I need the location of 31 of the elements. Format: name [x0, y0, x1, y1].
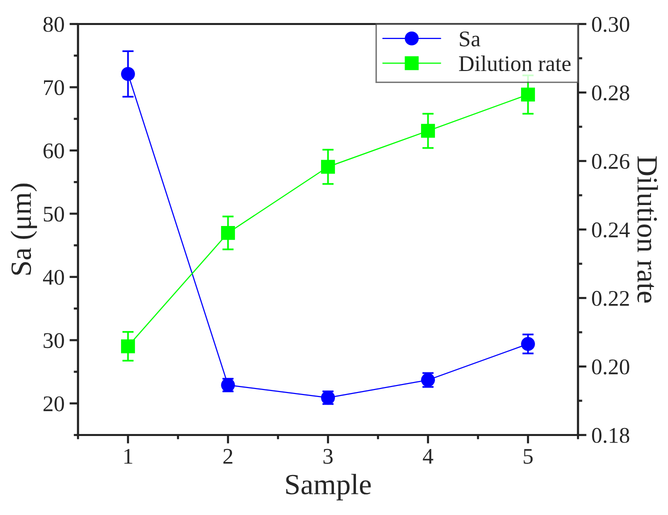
y2-tick-label: 0.30 [592, 16, 630, 32]
point [321, 160, 335, 174]
y-tick-label: 60 [44, 143, 64, 158]
x-tick-label: 3 [324, 448, 333, 464]
x-axis-title: Sample [286, 474, 371, 500]
y2-axis-title: Dilution rate [637, 156, 658, 303]
y2-tick-label: 0.28 [592, 85, 630, 101]
x-tick-label: 5 [524, 449, 533, 464]
y-tick-label: 50 [44, 206, 64, 222]
y-tick-label: 80 [43, 16, 64, 32]
y2-tick-label: 0.24 [592, 222, 630, 238]
point [221, 226, 235, 240]
y2-tick-label: 0.26 [592, 154, 630, 170]
y2-tick-label: 0.20 [592, 359, 630, 375]
legend-label: Sa [460, 32, 480, 46]
point [521, 88, 535, 102]
y-axis-title: Sa (μm) [10, 184, 38, 275]
y2-tick-label: 0.22 [592, 290, 629, 306]
point [421, 124, 435, 138]
y-tick-label: 30 [44, 333, 64, 348]
x-tick-label: 1 [124, 448, 132, 464]
x-tick-label: 2 [223, 448, 232, 464]
y-tick-label: 70 [44, 80, 64, 96]
point [121, 67, 135, 81]
point [121, 339, 135, 354]
legend-label: Dilution rate [459, 56, 571, 72]
y2-tick-label: 0.18 [592, 428, 630, 444]
x-tick-label: 4 [422, 448, 434, 464]
y-tick-label: 40 [43, 270, 64, 285]
point [521, 337, 535, 351]
y-tick-label: 20 [44, 396, 64, 412]
